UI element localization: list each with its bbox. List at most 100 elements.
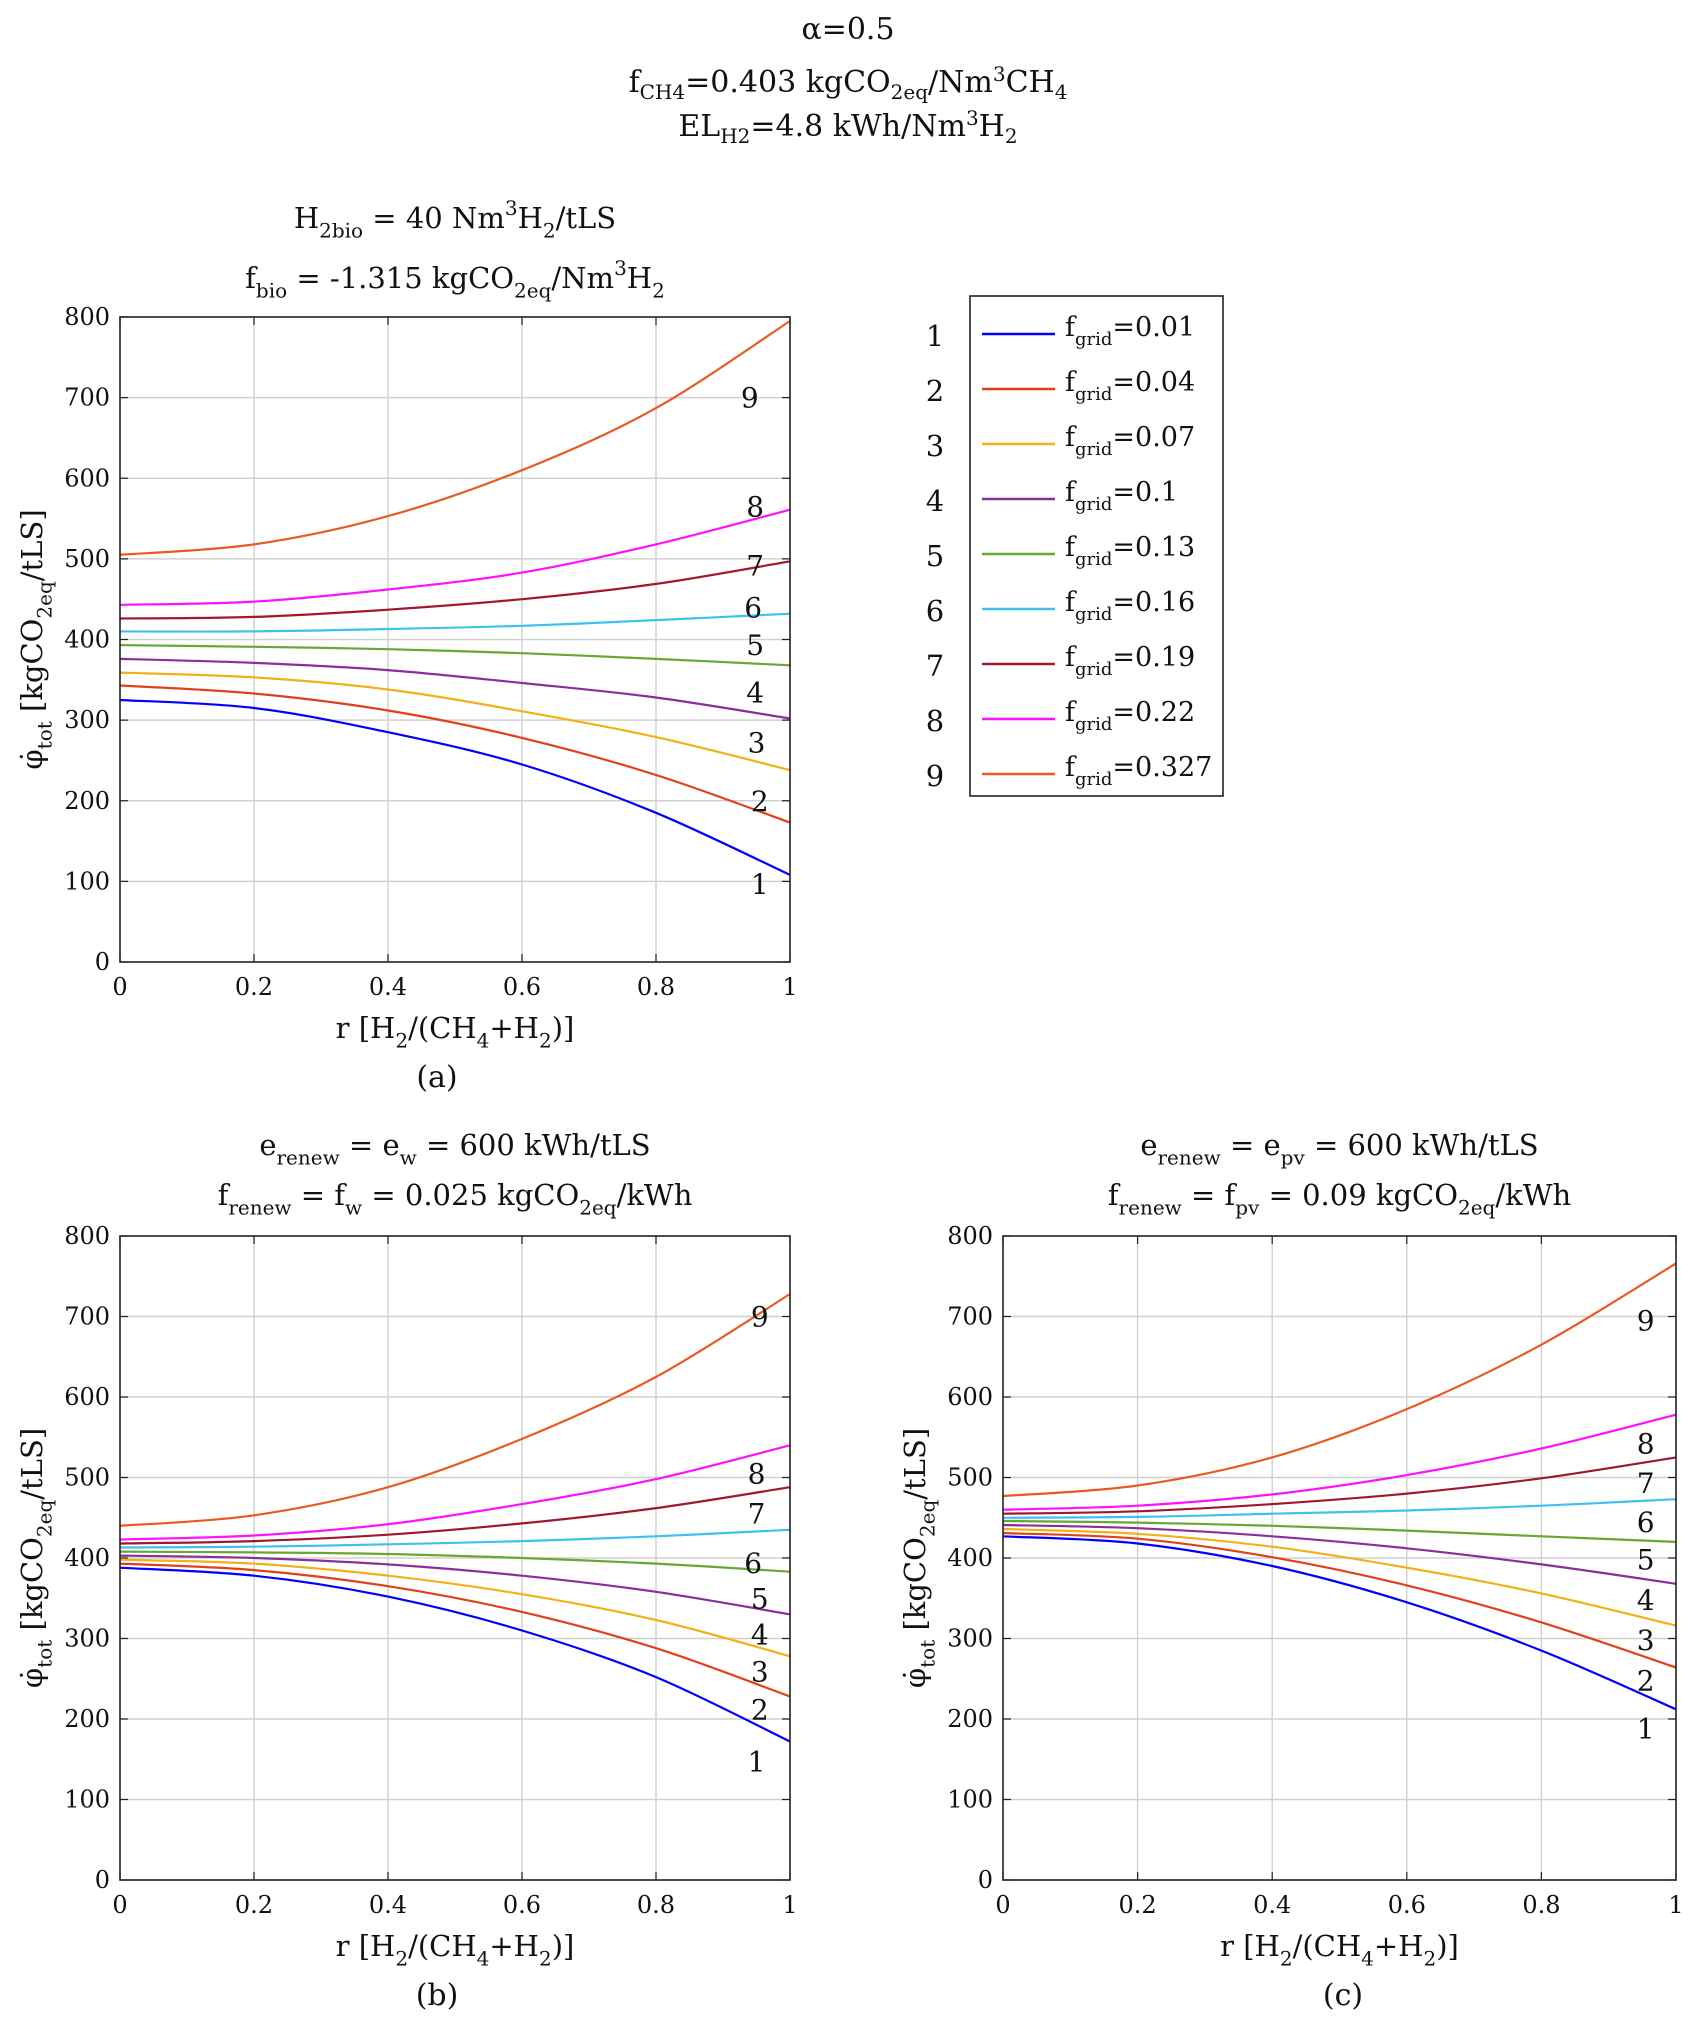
curve-label-9: 9 [1637,1305,1655,1338]
series-line-2 [1002,1531,1677,1669]
y-tick-label: 500 [64,1464,110,1492]
curve-label-9: 9 [741,382,759,415]
curve-label-3: 3 [748,727,766,760]
curve-label-6: 6 [744,591,762,624]
y-tick-label: 700 [64,1303,110,1331]
legend-number-1: 1 [926,319,944,353]
legend-number-5: 5 [926,539,944,573]
series-line-8 [119,508,791,606]
series-line-7 [119,560,791,620]
y-tick-label: 800 [947,1222,993,1250]
curve-label-2: 2 [751,1693,769,1726]
series-line-2 [119,1562,791,1698]
series-line-5 [119,644,791,667]
series-line-2 [119,684,791,824]
x-tick-label: 0.6 [1388,1891,1426,1919]
y-tick-label: 300 [64,706,110,734]
y-tick-label: 100 [64,867,110,895]
series-line-5 [119,1550,791,1573]
series-line-6 [119,1528,791,1549]
y-tick-label: 600 [947,1383,993,1411]
plot-frame [1002,1235,1677,1881]
x-tick-label: 0 [112,973,127,1001]
x-tick-label: 0.4 [1253,1891,1291,1919]
x-tick-label: 0.6 [503,1891,541,1919]
x-tick-label: 1 [1668,1891,1683,1919]
y-tick-label: 800 [64,1222,110,1250]
x-tick-label: 0.8 [637,1891,675,1919]
y-tick-label: 0 [95,1866,110,1894]
panel-label: (c) [1323,1978,1363,2013]
header-elh2: ELH2=4.8 kWh/Nm3H2 [678,106,1018,148]
y-tick-label: 600 [64,464,110,492]
x-tick-label: 1 [782,1891,797,1919]
legend-entry-3: fgrid=0.07 [1065,422,1195,460]
curve-label-7: 7 [746,549,764,582]
header-alpha: α=0.5 [801,12,895,47]
panel-label: (a) [416,1060,457,1095]
chart-title-line-1: H2bio = 40 Nm3H2/tLS [294,196,616,243]
chart-title-line-2: fbio = -1.315 kgCO2eq/Nm3H2 [245,256,665,303]
legend-number-3: 3 [926,429,944,463]
x-tick-label: 0.6 [503,973,541,1001]
curve-label-1: 1 [751,868,769,901]
series-line-3 [119,671,791,772]
x-tick-label: 0.8 [637,973,675,1001]
series-line-1 [1002,1535,1677,1711]
legend: 1 2 3 4 5 6 7 8 9 [926,295,1224,797]
series-line-1 [119,1566,791,1743]
legend-entry-6: fgrid=0.16 [1065,587,1195,625]
y-tick-label: 100 [64,1786,110,1814]
y-tick-label: 0 [978,1866,993,1894]
legend-entry-5: fgrid=0.13 [1065,532,1195,570]
legend-entry-1: fgrid=0.01 [1065,312,1195,350]
curve-label-5: 5 [751,1582,769,1615]
curve-label-9: 9 [751,1301,769,1334]
legend-entry-7: fgrid=0.19 [1065,642,1195,680]
series-line-3 [119,1558,791,1658]
series-line-7 [119,1486,791,1545]
y-tick-label: 200 [64,787,110,815]
x-tick-label: 0 [995,1891,1010,1919]
series-line-9 [1002,1262,1677,1498]
x-tick-label: 0.2 [235,973,273,1001]
legend-entry-2: fgrid=0.04 [1065,367,1195,405]
chart-title-line-1: erenew = ew = 600 kWh/tLS [259,1128,650,1170]
x-tick-label: 1 [782,973,797,1001]
y-tick-label: 700 [64,384,110,412]
y-tick-label: 500 [947,1464,993,1492]
series-line-8 [1002,1413,1677,1511]
curve-label-5: 5 [1637,1544,1655,1577]
series-line-7 [1002,1456,1677,1515]
y-tick-label: 600 [64,1383,110,1411]
curve-label-4: 4 [1637,1584,1655,1617]
curve-label-7: 7 [748,1498,766,1531]
chart-title-line-2: frenew = fpv = 0.09 kgCO2eq/kWh [1108,1178,1571,1220]
y-tick-label: 300 [64,1625,110,1653]
header-fch4: fCH4=0.403 kgCO2eq/Nm3CH4 [628,62,1068,104]
legend-box [969,295,1224,797]
curve-label-2: 2 [751,785,769,818]
series-line-3 [1002,1527,1677,1627]
chart-panel-a: 0 0.2 0.4 0.6 0.8 1 0 100 200 300 400 500 600 700 800 1… [64,303,797,1095]
y-tick-label: 200 [64,1705,110,1733]
series-line-6 [1002,1498,1677,1519]
y-tick-label: 500 [64,545,110,573]
curve-label-8: 8 [1637,1428,1655,1461]
series-line-1 [119,698,791,876]
series-line-9 [119,1293,791,1527]
x-tick-label: 0 [112,1891,127,1919]
curve-label-2: 2 [1637,1664,1655,1697]
y-tick-label: 800 [64,303,110,331]
y-tick-label: 300 [947,1625,993,1653]
plot-frame [119,316,791,963]
x-tick-label: 0.4 [369,1891,407,1919]
curve-label-8: 8 [748,1457,766,1490]
series-line-4 [119,1554,791,1616]
y-tick-label: 400 [64,1544,110,1572]
plot-frame [119,1235,791,1881]
series-line-6 [119,612,791,633]
series-line-4 [119,657,791,720]
legend-number-4: 4 [926,484,944,518]
